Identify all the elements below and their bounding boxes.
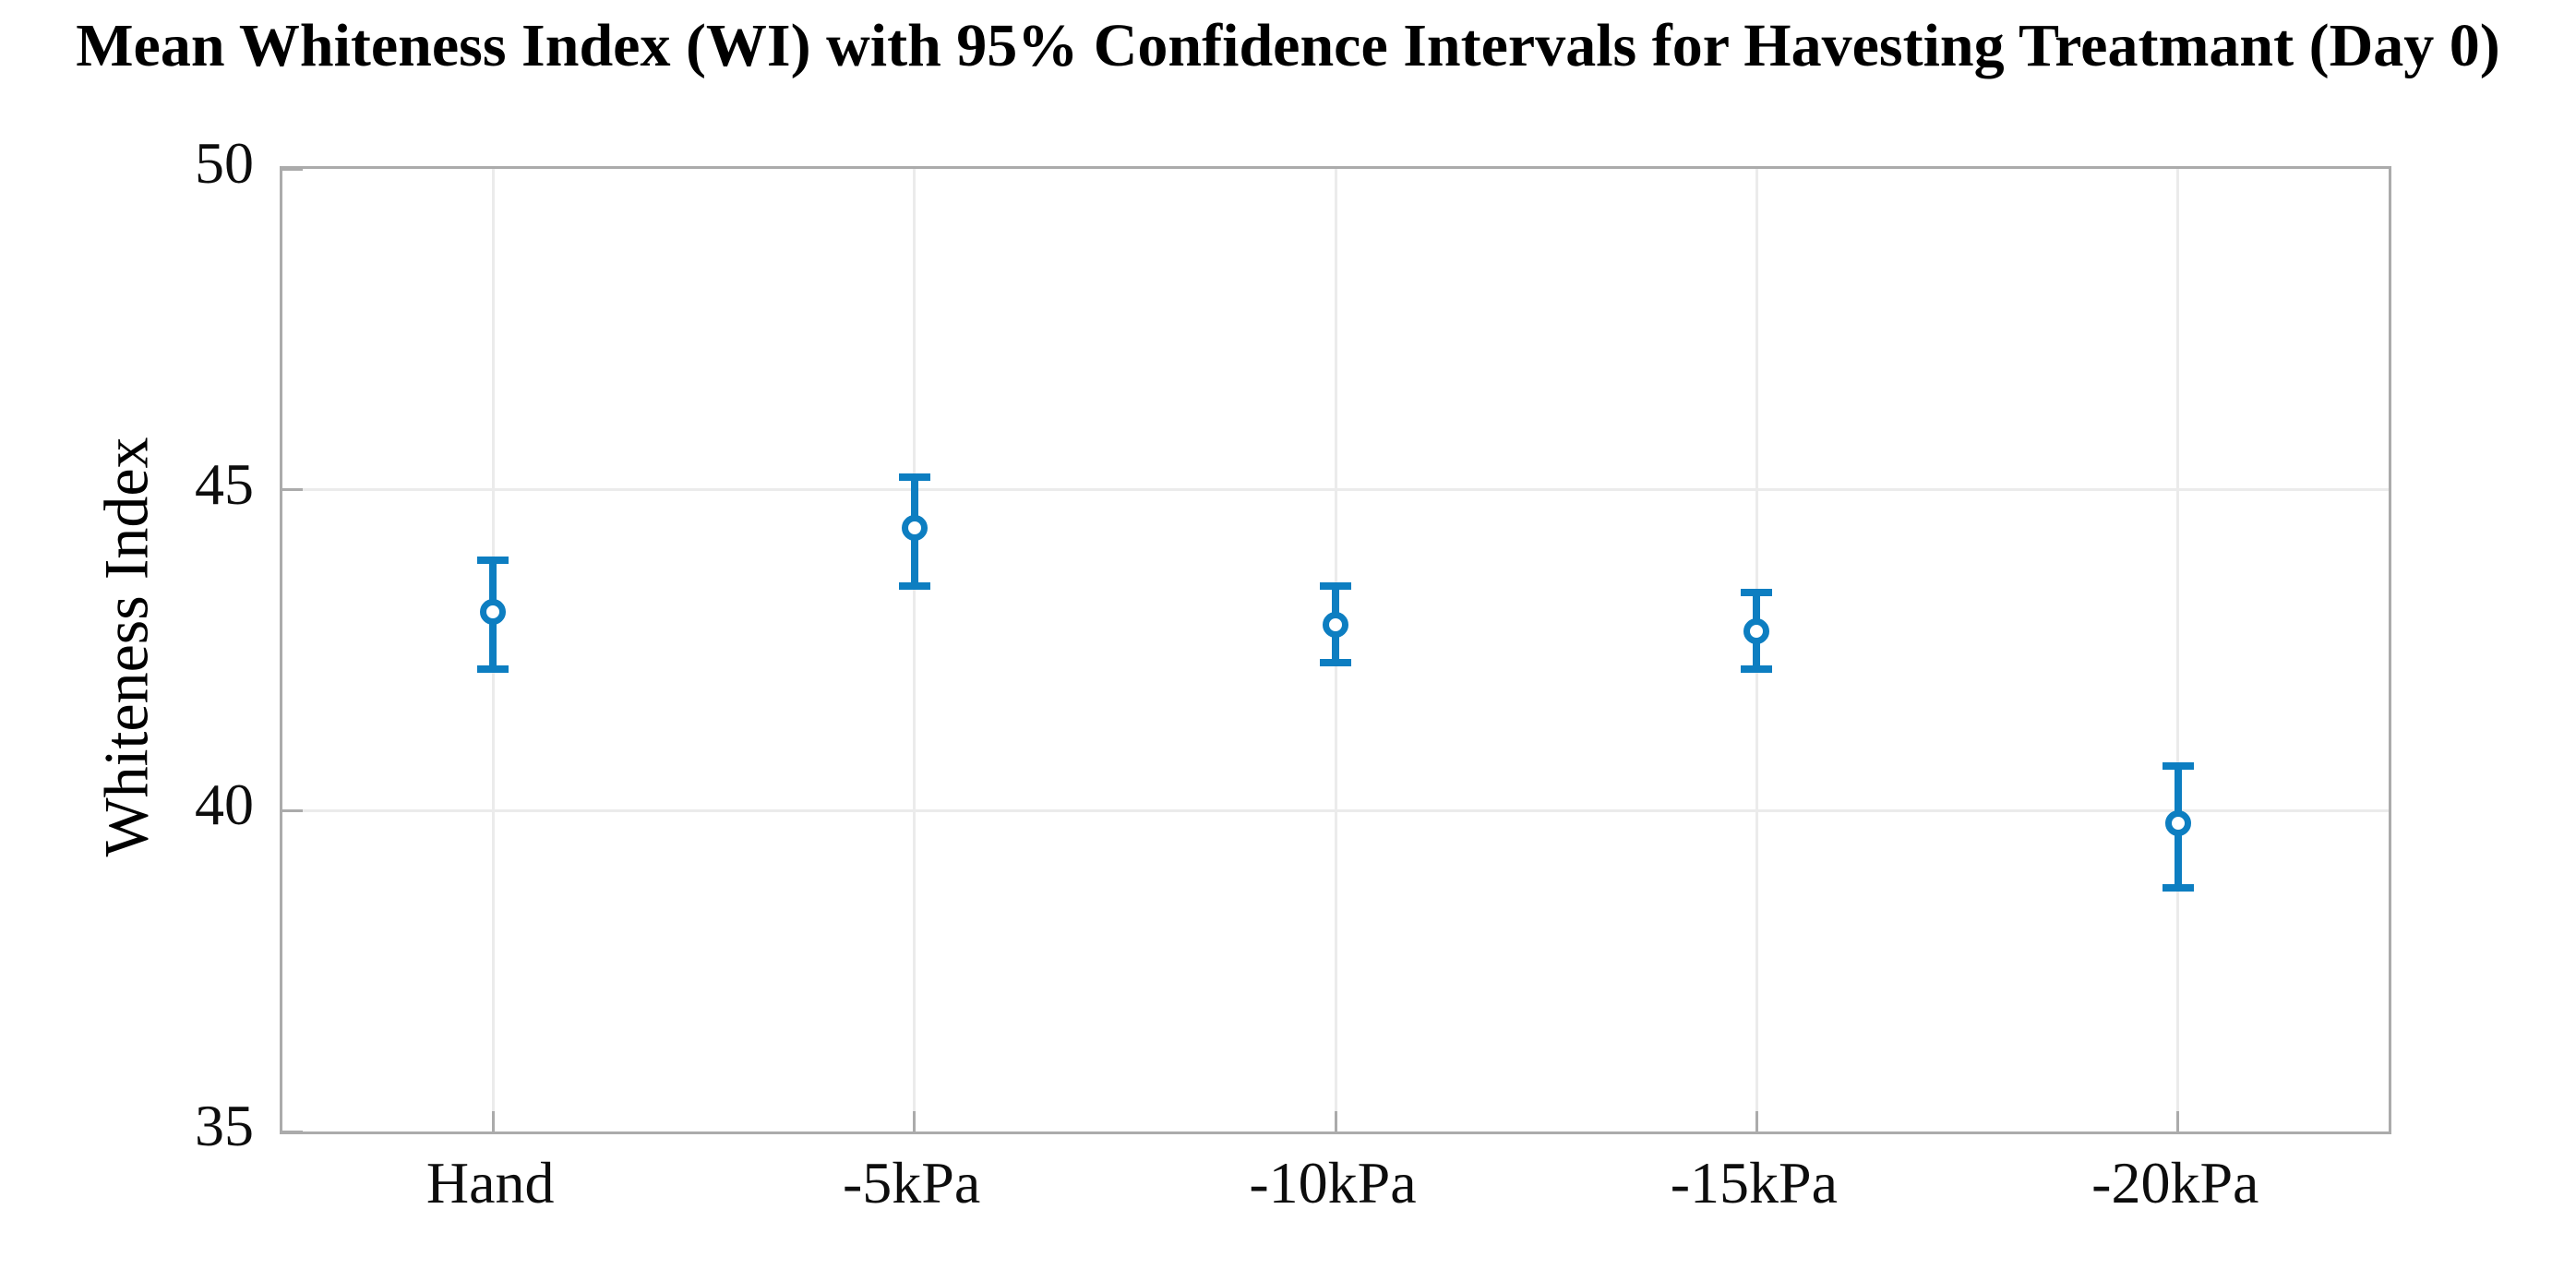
y-tick-label: 35 <box>195 1093 254 1158</box>
errorbar-cap-top <box>2162 761 2194 770</box>
x-tick-label: Hand <box>425 1150 555 1215</box>
y-tick <box>282 167 303 171</box>
errorbar-cap-top <box>1741 588 1773 596</box>
errorbar-cap-bottom <box>1320 659 1351 667</box>
y-tick <box>282 1130 303 1133</box>
x-tick-label: -10kPa <box>1249 1150 1417 1215</box>
y-tick-label: 45 <box>195 450 254 517</box>
x-tick <box>1755 1111 1758 1131</box>
errorbar-series <box>282 169 2389 1131</box>
y-tick-label: 40 <box>195 772 254 838</box>
plot-area <box>280 166 2391 1134</box>
x-tick <box>1334 1111 1337 1131</box>
x-tick-label: -15kPa <box>1670 1150 1839 1215</box>
x-tick <box>491 1111 495 1131</box>
errorbar-cap-bottom <box>477 665 509 674</box>
data-point-marker <box>1743 617 1770 644</box>
errorbar-cap-bottom <box>1741 665 1773 674</box>
errorbar-cap-top <box>477 557 509 565</box>
data-point-marker <box>480 598 507 625</box>
errorbar-cap-bottom <box>2162 883 2194 892</box>
x-tick-label: -5kPa <box>842 1150 981 1215</box>
x-tick-label: -20kPa <box>2091 1150 2259 1215</box>
v-gridline <box>2176 169 2180 1131</box>
errorbar-cap-top <box>898 473 930 481</box>
y-tick-label: 50 <box>195 130 254 196</box>
data-point-marker <box>2164 810 2191 837</box>
y-tick <box>282 488 303 492</box>
data-point-marker <box>901 515 928 542</box>
y-tick <box>282 808 303 812</box>
errorbar-cap-top <box>1320 581 1351 590</box>
x-tick <box>913 1111 917 1131</box>
x-tick <box>2176 1111 2180 1131</box>
errorbar-cap-bottom <box>898 581 930 590</box>
chart-title: Mean Whiteness Index (WI) with 95% Confi… <box>76 12 2500 79</box>
v-gridline <box>913 169 917 1131</box>
data-point-marker <box>1323 611 1348 638</box>
